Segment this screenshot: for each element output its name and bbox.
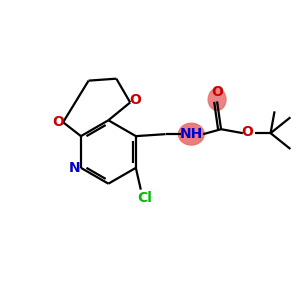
Text: O: O [52,115,64,129]
Text: O: O [211,85,223,98]
Text: O: O [129,94,141,107]
Text: O: O [241,125,253,139]
Ellipse shape [178,123,204,145]
Ellipse shape [208,88,226,110]
Text: N: N [69,161,81,175]
Text: NH: NH [180,127,203,141]
Text: Cl: Cl [137,190,152,205]
